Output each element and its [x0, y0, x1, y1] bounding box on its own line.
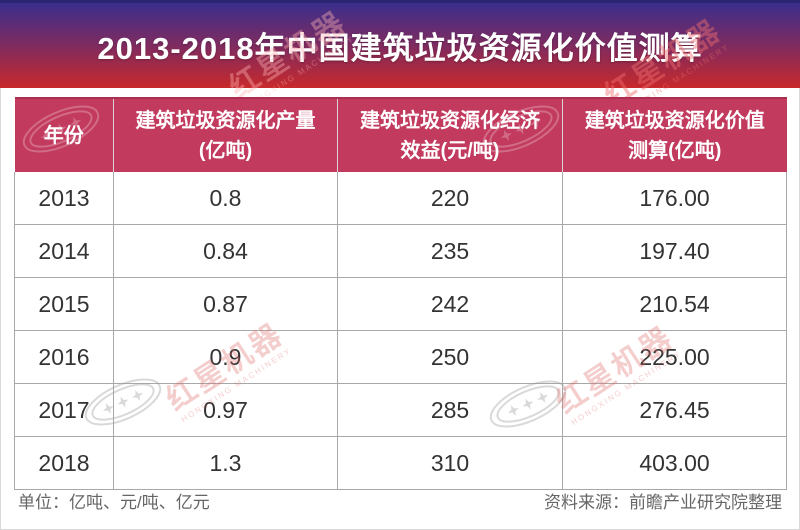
title-banner: 2013-2018年中国建筑垃圾资源化价值测算 [0, 0, 800, 88]
column-header-benefit: 建筑垃圾资源化经济 效益(元/吨) [337, 97, 563, 172]
cell-output: 0.9 [113, 330, 338, 384]
cell-benefit: 220 [337, 172, 563, 225]
table-row: 2016 0.9 250 225.00 [14, 330, 787, 384]
cell-output: 1.3 [113, 436, 338, 490]
cell-output: 0.84 [113, 224, 338, 278]
cell-benefit: 235 [337, 224, 563, 278]
cell-benefit: 242 [337, 277, 563, 331]
table-row: 2017 0.97 285 276.45 [14, 383, 787, 437]
cell-value: 276.45 [562, 383, 787, 437]
cell-year: 2017 [14, 383, 114, 437]
page-title: 2013-2018年中国建筑垃圾资源化价值测算 [97, 31, 703, 66]
cell-value: 225.00 [562, 330, 787, 384]
cell-benefit: 250 [337, 330, 563, 384]
cell-year: 2015 [14, 277, 114, 331]
table-header-row: 年份 建筑垃圾资源化产量 (亿吨) 建筑垃圾资源化经济 效益(元/吨) 建筑垃圾… [14, 97, 787, 172]
cell-year: 2016 [14, 330, 114, 384]
cell-year: 2014 [14, 224, 114, 278]
column-header-output: 建筑垃圾资源化产量 (亿吨) [113, 97, 338, 172]
table-row: 2018 1.3 310 403.00 [14, 436, 787, 490]
table-row: 2014 0.84 235 197.40 [14, 224, 787, 278]
data-table: 年份 建筑垃圾资源化产量 (亿吨) 建筑垃圾资源化经济 效益(元/吨) 建筑垃圾… [14, 97, 787, 490]
units-note: 单位：亿吨、元/吨、亿元 [18, 493, 210, 512]
data-table-container: 年份 建筑垃圾资源化产量 (亿吨) 建筑垃圾资源化经济 效益(元/吨) 建筑垃圾… [14, 97, 787, 490]
cell-value: 210.54 [562, 277, 787, 331]
cell-year: 2018 [14, 436, 114, 490]
cell-output: 0.97 [113, 383, 338, 437]
cell-output: 0.87 [113, 277, 338, 331]
source-note: 资料来源：前瞻产业研究院整理 [544, 493, 782, 512]
cell-year: 2013 [14, 172, 114, 225]
column-header-value: 建筑垃圾资源化价值 测算(亿吨) [562, 97, 787, 172]
cell-value: 403.00 [562, 436, 787, 490]
column-header-year: 年份 [14, 97, 114, 172]
cell-value: 176.00 [562, 172, 787, 225]
cell-value: 197.40 [562, 224, 787, 278]
table-row: 2015 0.87 242 210.54 [14, 277, 787, 331]
cell-benefit: 310 [337, 436, 563, 490]
table-row: 2013 0.8 220 176.00 [14, 172, 787, 225]
cell-benefit: 285 [337, 383, 563, 437]
cell-output: 0.8 [113, 172, 338, 225]
